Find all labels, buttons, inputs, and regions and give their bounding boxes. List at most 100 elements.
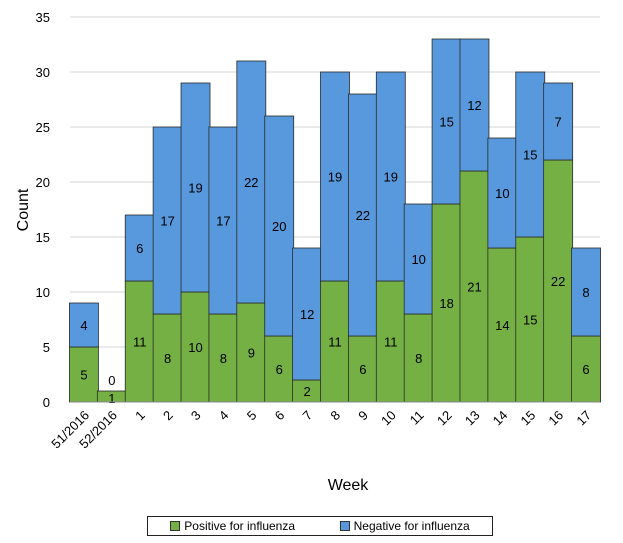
data-label-negative: 19 [384, 170, 398, 185]
bar-negative [375, 71, 406, 282]
x-tick-label: 11 [407, 408, 427, 428]
data-label-negative: 19 [328, 170, 342, 185]
bar-negative [571, 247, 601, 337]
data-label-positive: 8 [220, 351, 227, 366]
x-tick-label: 1 [132, 408, 148, 424]
legend-swatch-positive [170, 521, 181, 531]
bar-positive [264, 335, 295, 403]
data-label-negative: 0 [108, 373, 115, 388]
data-label-positive: 5 [80, 368, 87, 383]
data-label-negative: 4 [80, 318, 87, 333]
data-label-negative: 17 [160, 214, 174, 229]
x-tick-label: 6 [272, 408, 288, 424]
y-tick-label: 5 [43, 340, 50, 355]
bar-negative [320, 71, 350, 282]
legend-label-positive: Positive for influenza [184, 519, 296, 533]
data-label-positive: 1 [108, 391, 115, 406]
data-label-positive: 14 [495, 318, 509, 333]
data-label-negative: 10 [495, 186, 509, 201]
data-label-positive: 11 [328, 335, 342, 350]
y-tick-label: 10 [36, 285, 50, 300]
data-label-positive: 11 [133, 335, 147, 350]
data-label-negative: 12 [467, 98, 481, 113]
bar-negative [347, 93, 378, 337]
bar-positive [543, 159, 574, 403]
data-label-negative: 7 [555, 115, 562, 130]
bar-positive [180, 291, 211, 403]
bar-positive [403, 313, 434, 403]
bar-positive [236, 302, 267, 403]
bar-negative [236, 60, 267, 304]
legend-label-negative: Negative for influenza [353, 519, 470, 533]
data-label-negative: 17 [216, 214, 230, 229]
bar-negative [487, 137, 518, 249]
x-tick-label: 3 [188, 408, 204, 424]
x-tick-label: 17 [573, 408, 594, 429]
data-label-positive: 8 [164, 351, 171, 366]
bar-negative [124, 214, 155, 282]
data-label-positive: 22 [551, 274, 565, 289]
y-tick-label: 20 [36, 175, 50, 190]
x-tick-label: 7 [300, 408, 316, 424]
x-tick-label: 2 [160, 408, 176, 424]
bar-positive [375, 280, 406, 403]
x-tick-label: 12 [434, 408, 455, 429]
data-label-negative: 8 [582, 285, 589, 300]
bar-negative [403, 203, 434, 315]
data-label-positive: 11 [384, 335, 398, 350]
data-label-positive: 6 [359, 362, 366, 377]
y-tick-label: 25 [36, 120, 50, 135]
bar-positive [347, 335, 378, 403]
y-axis-title: Count [15, 188, 32, 231]
bar-positive [431, 203, 462, 403]
data-label-negative: 10 [411, 252, 425, 267]
bar-negative [180, 82, 211, 293]
x-tick-label: 16 [545, 408, 566, 429]
data-label-positive: 6 [276, 362, 283, 377]
x-tick-label: 9 [355, 408, 371, 424]
y-tick-label: 0 [43, 395, 50, 410]
data-label-positive: 21 [467, 280, 481, 295]
data-label-negative: 15 [439, 115, 453, 130]
bars: 5410116817101981792262021211196221119810… [69, 38, 601, 406]
bar-positive [69, 346, 99, 403]
legend-swatch-negative [339, 521, 350, 531]
data-label-negative: 19 [188, 181, 202, 196]
bar-positive [459, 170, 490, 403]
y-tick-label: 30 [36, 65, 50, 80]
bar-negative [208, 126, 239, 315]
x-axis-title: Week [328, 477, 370, 494]
data-label-negative: 15 [523, 148, 537, 163]
bar-negative [264, 115, 295, 337]
x-tick-label: 13 [462, 408, 483, 429]
data-label-negative: 12 [300, 307, 314, 322]
x-tick-label: 5 [244, 408, 260, 424]
bar-negative [543, 82, 574, 161]
x-tick-label: 14 [490, 408, 511, 429]
data-label-negative: 22 [356, 208, 370, 223]
bar-negative [431, 38, 462, 205]
bar-negative [459, 38, 490, 172]
data-label-negative: 20 [272, 219, 286, 234]
data-label-positive: 10 [188, 340, 202, 355]
legend-item-positive: Positive for influenza [170, 519, 295, 533]
legend-item-negative: Negative for influenza [339, 519, 470, 533]
data-label-positive: 18 [439, 296, 453, 311]
x-tick-label: 8 [327, 408, 343, 424]
data-label-positive: 15 [523, 313, 537, 328]
bar-negative [69, 302, 99, 348]
bar-positive [208, 313, 239, 403]
data-label-positive: 8 [415, 351, 422, 366]
bar-positive [320, 280, 350, 403]
data-label-positive: 2 [303, 384, 310, 399]
data-label-negative: 6 [136, 241, 143, 256]
y-tick-label: 35 [36, 10, 50, 25]
x-tick-label: 10 [378, 408, 399, 429]
x-tick-label: 15 [518, 408, 539, 429]
y-axis-ticks: 0 5 10 15 20 25 30 35 [36, 10, 50, 410]
data-label-positive: 6 [582, 362, 589, 377]
x-tick-label: 4 [216, 408, 232, 424]
data-label-negative: 22 [244, 175, 258, 190]
